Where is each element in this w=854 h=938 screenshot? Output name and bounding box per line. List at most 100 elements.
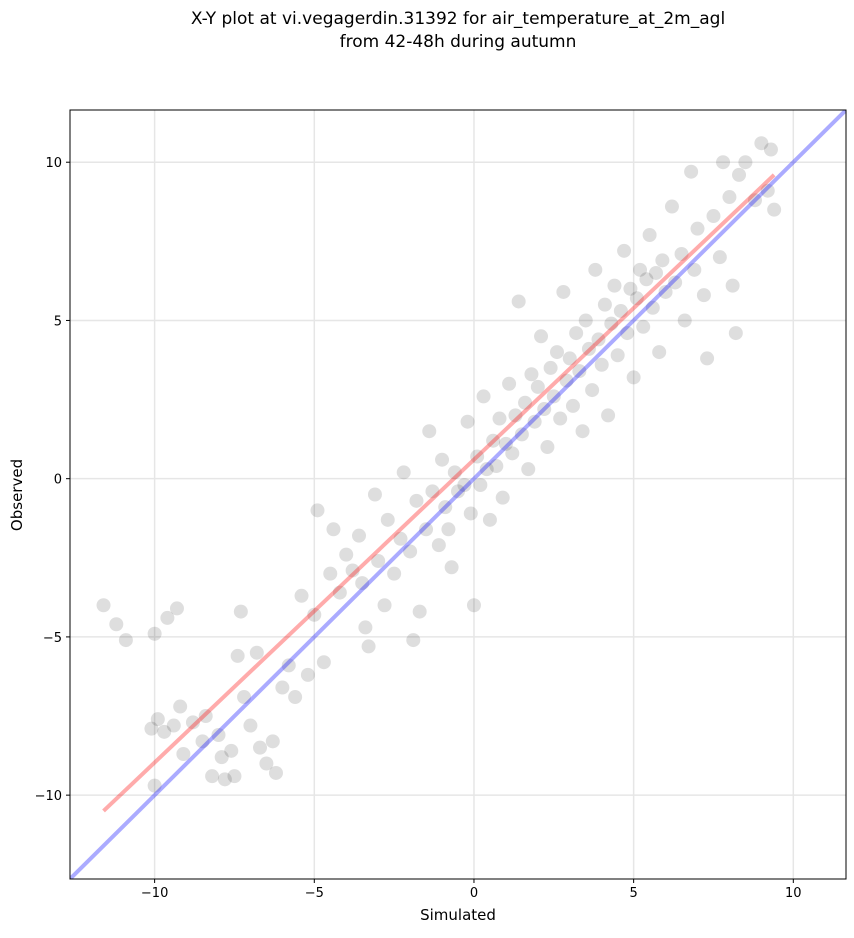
- point: [169, 601, 184, 616]
- point: [712, 250, 727, 265]
- point: [546, 389, 561, 404]
- point: [767, 202, 782, 217]
- point: [307, 607, 322, 622]
- point: [358, 620, 373, 635]
- point: [716, 155, 731, 170]
- point: [396, 465, 411, 480]
- point: [435, 452, 450, 467]
- point: [224, 743, 239, 758]
- point: [706, 209, 721, 224]
- point: [173, 699, 188, 714]
- point: [294, 588, 309, 603]
- point: [393, 531, 408, 546]
- point: [275, 680, 290, 695]
- point: [518, 395, 533, 410]
- point: [559, 373, 574, 388]
- point: [265, 734, 280, 749]
- point: [288, 690, 303, 705]
- point: [537, 402, 552, 417]
- point: [361, 639, 376, 654]
- point: [268, 765, 283, 780]
- point: [195, 734, 210, 749]
- point: [760, 183, 775, 198]
- point: [642, 228, 657, 243]
- point: [623, 281, 638, 296]
- point: [326, 522, 341, 537]
- point: [495, 490, 510, 505]
- point: [176, 746, 191, 761]
- point: [585, 383, 600, 398]
- point: [422, 424, 437, 439]
- point: [747, 193, 762, 208]
- point: [610, 348, 625, 363]
- point: [648, 265, 663, 280]
- point: [166, 718, 181, 733]
- point: [352, 528, 367, 543]
- point: [633, 262, 648, 277]
- point: [572, 364, 587, 379]
- point: [237, 690, 252, 705]
- point: [687, 262, 702, 277]
- chart-title: X-Y plot at vi.vegagerdin.31392 for air_…: [191, 9, 725, 29]
- y-axis-label: Observed: [8, 459, 26, 531]
- fit-line: [70, 110, 846, 879]
- point: [498, 436, 513, 451]
- point: [419, 522, 434, 537]
- point: [211, 728, 226, 743]
- point: [575, 424, 590, 439]
- point: [690, 221, 705, 236]
- point: [466, 598, 481, 613]
- point: [626, 370, 641, 385]
- point: [233, 604, 248, 619]
- point: [371, 553, 386, 568]
- point: [629, 291, 644, 306]
- point: [479, 462, 494, 477]
- point: [185, 715, 200, 730]
- point: [144, 721, 159, 736]
- x-tick-label: −5: [305, 886, 324, 901]
- fit-line: [102, 173, 776, 813]
- point: [502, 376, 517, 391]
- point: [578, 313, 593, 328]
- point: [674, 246, 689, 261]
- point: [444, 560, 459, 575]
- point: [668, 275, 683, 290]
- point: [607, 278, 622, 293]
- point: [524, 367, 539, 382]
- point: [652, 345, 667, 360]
- y-tick-label: 5: [54, 314, 62, 329]
- point: [118, 633, 133, 648]
- point: [601, 408, 616, 423]
- chart-title: from 42-48h during autumn: [340, 32, 577, 52]
- point: [412, 604, 427, 619]
- point: [732, 167, 747, 182]
- point: [217, 772, 232, 787]
- point: [431, 538, 446, 553]
- plot-frame: [69, 109, 847, 880]
- point: [403, 544, 418, 559]
- x-tick-label: 0: [470, 886, 478, 901]
- point: [486, 433, 501, 448]
- point: [451, 484, 465, 499]
- point: [527, 414, 542, 429]
- point: [754, 136, 769, 151]
- point: [677, 313, 692, 328]
- point: [700, 351, 715, 366]
- point: [588, 262, 603, 277]
- point: [300, 667, 315, 682]
- y-tick-label: −10: [35, 789, 62, 804]
- point: [457, 478, 472, 493]
- point: [230, 648, 245, 663]
- point: [147, 626, 162, 641]
- point: [409, 493, 424, 508]
- point: [569, 326, 584, 341]
- point: [543, 360, 558, 375]
- x-axis-label: Simulated: [420, 906, 496, 924]
- point: [259, 756, 274, 771]
- point: [549, 345, 564, 360]
- point: [377, 598, 392, 613]
- point: [249, 645, 264, 660]
- x-tick-label: −10: [141, 886, 168, 901]
- point: [406, 633, 421, 648]
- point: [620, 326, 635, 341]
